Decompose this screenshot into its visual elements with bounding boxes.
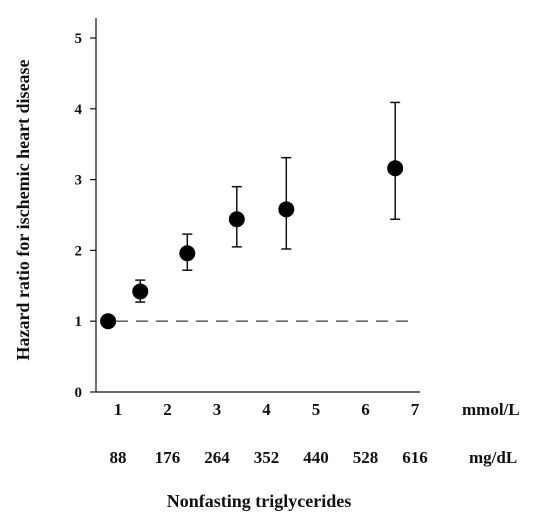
x-tick-label-mgdl: 352 bbox=[254, 448, 280, 467]
x-ticks-mmol: 1 2 3 4 5 6 7 bbox=[114, 400, 420, 419]
data-points bbox=[100, 160, 404, 330]
data-point bbox=[100, 313, 117, 330]
data-point bbox=[278, 201, 295, 218]
y-axis-title: Hazard ratio for ischemic heart disease bbox=[13, 59, 33, 360]
x-tick-label-mmol: 4 bbox=[262, 400, 271, 419]
x-tick-label-mgdl: 88 bbox=[110, 448, 127, 467]
y-tick-label: 5 bbox=[75, 31, 83, 47]
y-tick-label: 2 bbox=[75, 243, 83, 259]
axes bbox=[95, 18, 420, 393]
data-point bbox=[228, 211, 245, 228]
x-tick-label-mgdl: 264 bbox=[204, 448, 230, 467]
data-point bbox=[179, 245, 196, 262]
x-axis-title: Nonfasting triglycerides bbox=[167, 491, 351, 511]
x-ticks-mgdl: 88 176 264 352 440 528 616 bbox=[110, 448, 428, 467]
unit-label-mgdl: mg/dL bbox=[469, 448, 517, 467]
y-tick-label: 0 bbox=[75, 385, 83, 401]
x-tick-label-mgdl: 616 bbox=[402, 448, 428, 467]
x-tick-label-mmol: 6 bbox=[361, 400, 370, 419]
x-tick-label-mmol: 7 bbox=[411, 400, 420, 419]
x-tick-label-mmol: 5 bbox=[312, 400, 321, 419]
y-ticks: 0 1 2 3 4 5 bbox=[75, 31, 96, 401]
y-tick-label: 3 bbox=[75, 173, 83, 189]
x-tick-label-mgdl: 440 bbox=[303, 448, 329, 467]
x-tick-label-mmol: 2 bbox=[163, 400, 172, 419]
x-tick-label-mgdl: 176 bbox=[155, 448, 181, 467]
x-tick-label-mmol: 3 bbox=[213, 400, 222, 419]
x-tick-label-mmol: 1 bbox=[114, 400, 123, 419]
y-tick-label: 1 bbox=[75, 314, 83, 330]
x-tick-label-mgdl: 528 bbox=[353, 448, 379, 467]
error-bars bbox=[135, 101, 401, 303]
data-point bbox=[387, 160, 404, 177]
data-point bbox=[132, 283, 149, 300]
y-tick-label: 4 bbox=[75, 102, 83, 118]
unit-label-mmol: mmol/L bbox=[462, 400, 520, 419]
